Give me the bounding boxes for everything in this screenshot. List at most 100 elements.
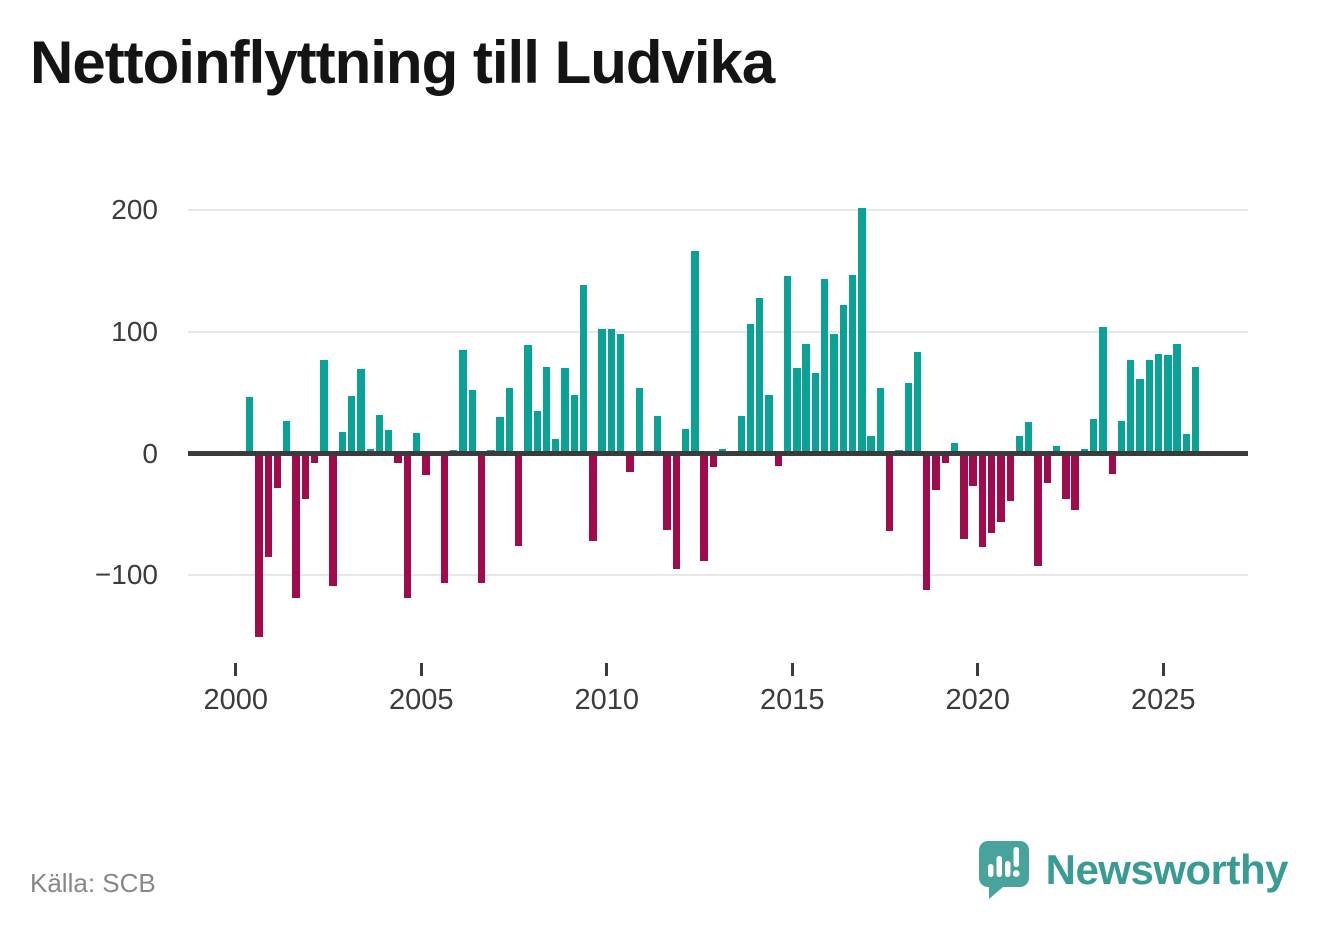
bar-2022Q3 <box>1071 453 1079 510</box>
x-tick-label-2025: 2025 <box>1130 684 1196 716</box>
x-tick-2010 <box>605 663 609 676</box>
y-tick-label-100: 100 <box>111 315 158 347</box>
bar-2004Q1 <box>385 430 393 454</box>
bar-2014Q1 <box>756 297 764 454</box>
x-tick-label-2000: 2000 <box>203 684 268 716</box>
bar-2006Q3 <box>477 453 486 583</box>
bar-2023Q2 <box>1099 326 1107 454</box>
x-tick-2000 <box>234 663 238 676</box>
bar-2018Q4 <box>932 453 940 491</box>
bar-2023Q3 <box>1108 453 1116 475</box>
bar-2010Q4 <box>635 387 643 454</box>
bar-2010Q3 <box>626 453 634 472</box>
bar-2008Q2 <box>542 367 551 454</box>
bar-2003Q4 <box>375 414 384 454</box>
bar-2015Q1 <box>793 368 801 454</box>
bar-2015Q3 <box>811 373 820 454</box>
bar-2023Q1 <box>1090 419 1098 454</box>
bar-2002Q4 <box>338 431 347 454</box>
bar-2018Q1 <box>904 382 912 454</box>
bar-2009Q2 <box>579 285 588 454</box>
bar-2023Q4 <box>1117 420 1126 454</box>
bar-2017Q2 <box>876 387 885 454</box>
y-tick-label--100: −100 <box>94 559 158 591</box>
bar-2021Q4 <box>1043 453 1052 483</box>
bar-2025Q4 <box>1192 367 1200 454</box>
bar-2007Q1 <box>496 416 504 454</box>
bar-2025Q2 <box>1173 343 1181 454</box>
bar-2017Q3 <box>885 453 894 532</box>
bar-2009Q4 <box>598 329 606 454</box>
bar-2011Q3 <box>663 453 671 531</box>
bar-2018Q2 <box>913 352 922 454</box>
bar-2011Q2 <box>654 415 662 454</box>
x-tick-label-2020: 2020 <box>945 684 1010 716</box>
x-tick-label-2010: 2010 <box>574 684 639 716</box>
bar-2007Q2 <box>505 387 514 454</box>
bar-2024Q3 <box>1145 359 1154 454</box>
bar-2008Q1 <box>533 410 541 454</box>
bar-2017Q1 <box>867 436 875 454</box>
bar-2021Q1 <box>1015 436 1024 454</box>
gridline-100 <box>188 330 1248 333</box>
bar-2004Q2 <box>394 453 402 464</box>
x-tick-2025 <box>1161 663 1165 676</box>
bar-2020Q4 <box>1006 453 1014 501</box>
bar-2008Q3 <box>552 438 560 454</box>
bar-2001Q2 <box>283 420 291 454</box>
x-tick-2005 <box>419 663 423 676</box>
bar-2000Q4 <box>264 453 272 557</box>
bar-2009Q3 <box>589 453 597 542</box>
x-tick-2020 <box>976 663 980 676</box>
bar-2009Q1 <box>570 395 578 454</box>
bar-2001Q4 <box>301 453 310 499</box>
bar-2015Q2 <box>802 343 810 454</box>
bar-2007Q4 <box>524 345 532 454</box>
bar-2024Q2 <box>1136 379 1144 454</box>
x-tick-label-2015: 2015 <box>759 684 825 716</box>
gridline--100 <box>188 574 1248 577</box>
bar-2012Q2 <box>691 251 699 454</box>
bar-2019Q3 <box>960 453 968 539</box>
bar-2020Q1 <box>978 453 987 548</box>
bar-2010Q1 <box>607 329 616 454</box>
bar-2014Q4 <box>783 275 792 454</box>
bar-2012Q3 <box>700 453 708 561</box>
bar-2002Q2 <box>320 359 328 454</box>
bar-2002Q1 <box>310 453 319 464</box>
bar-2012Q4 <box>709 453 718 467</box>
bar-2000Q2 <box>245 397 254 454</box>
bar-2019Q4 <box>969 453 977 487</box>
bar-2021Q3 <box>1034 453 1042 566</box>
newsworthy-speech-bubble-chart-icon <box>978 841 1029 899</box>
bar-2010Q2 <box>616 334 625 454</box>
bar-2013Q3 <box>737 415 745 454</box>
bar-2011Q4 <box>672 453 681 570</box>
bar-2021Q2 <box>1025 421 1033 454</box>
bar-2016Q3 <box>848 274 857 454</box>
bar-2003Q1 <box>348 396 356 454</box>
bar-2004Q4 <box>412 432 421 454</box>
bar-2019Q1 <box>941 453 949 464</box>
bar-2019Q2 <box>950 442 959 454</box>
bar-2015Q4 <box>821 279 829 454</box>
chart-title: Nettoinflyttning till Ludvika <box>30 29 775 96</box>
bar-2024Q1 <box>1127 359 1135 454</box>
bar-2001Q1 <box>273 453 282 488</box>
bar-2016Q1 <box>830 334 838 454</box>
zero-axis-line <box>188 451 1248 456</box>
bar-2014Q2 <box>765 395 773 454</box>
bar-2012Q1 <box>681 429 690 454</box>
bar-2018Q3 <box>923 453 931 590</box>
bar-2005Q1 <box>422 453 430 476</box>
bar-2020Q3 <box>997 453 1005 522</box>
bar-2008Q4 <box>561 368 569 454</box>
bar-2020Q2 <box>987 453 996 533</box>
bar-2000Q3 <box>255 453 263 638</box>
bar-2025Q1 <box>1164 354 1172 454</box>
bar-2002Q3 <box>329 453 337 587</box>
bar-2007Q3 <box>514 453 523 547</box>
bar-2014Q3 <box>774 453 783 466</box>
bar-2016Q4 <box>858 207 866 454</box>
